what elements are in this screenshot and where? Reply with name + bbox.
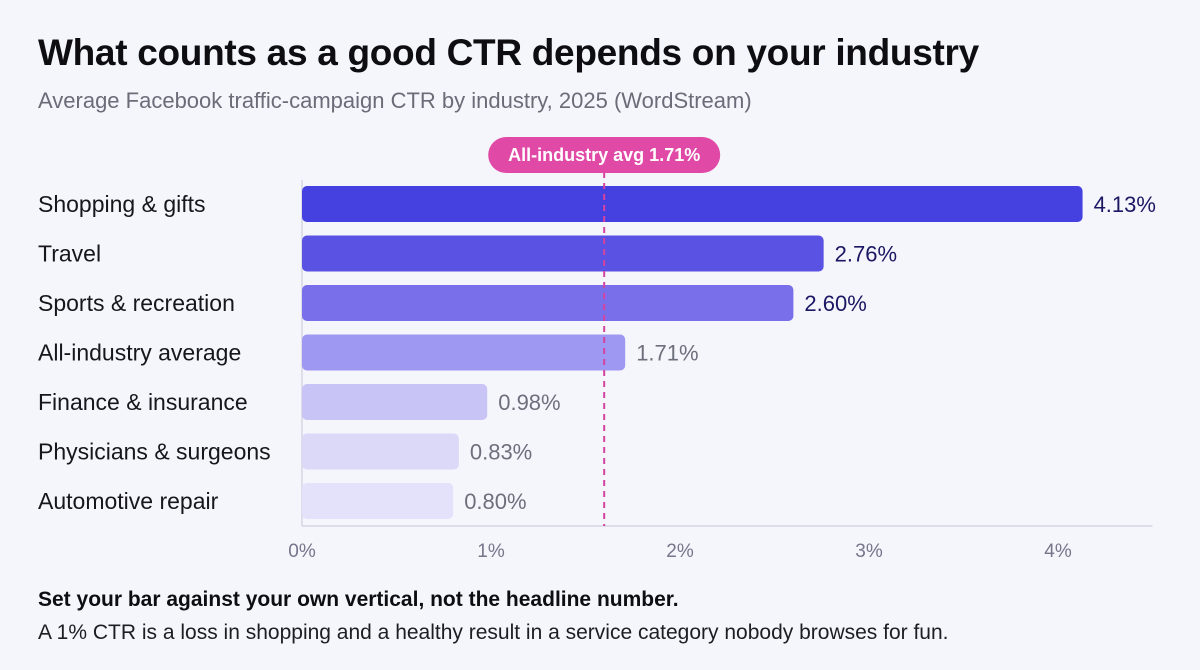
reference-badge-label: All-industry avg 1.71%	[508, 145, 700, 165]
category-label: Physicians & surgeons	[38, 439, 271, 465]
category-label: Travel	[38, 241, 101, 267]
value-label: 4.13%	[1094, 192, 1156, 217]
bar-1	[302, 235, 824, 272]
x-tick-label: 3%	[855, 541, 883, 562]
category-label: Sports & recreation	[38, 290, 235, 316]
value-label: 0.80%	[464, 489, 526, 514]
bar-5	[302, 433, 459, 470]
bar-2	[302, 285, 794, 321]
reference-badge	[488, 137, 721, 173]
chart-subtitle: Average Facebook traffic-campaign CTR by…	[38, 88, 752, 113]
x-tick-label: 1%	[477, 541, 505, 562]
bar-chart: Shopping & gifts 4.13% Travel 2.76% Sports &…	[38, 137, 1156, 562]
category-label: All-industry average	[38, 340, 241, 366]
category-label: Finance & insurance	[38, 389, 248, 415]
bar-0	[302, 186, 1083, 222]
value-label: 2.60%	[804, 291, 866, 316]
chart-title: What counts as a good CTR depends on you…	[38, 32, 979, 73]
value-label: 1.71%	[636, 341, 698, 366]
value-label: 0.98%	[498, 390, 560, 415]
x-tick-label: 4%	[1044, 541, 1072, 562]
value-label: 2.76%	[835, 242, 897, 267]
value-label: 0.83%	[470, 440, 532, 465]
x-tick-label: 0%	[288, 541, 316, 562]
category-label: Automotive repair	[38, 488, 219, 514]
bar-6	[302, 483, 454, 519]
footer-headline: Set your bar against your own vertical, …	[38, 588, 679, 611]
category-label: Shopping & gifts	[38, 191, 206, 217]
footer-body: A 1% CTR is a loss in shopping and a hea…	[38, 621, 949, 644]
bar-4	[302, 384, 488, 420]
bar-3	[302, 334, 626, 371]
x-tick-label: 2%	[666, 541, 694, 562]
